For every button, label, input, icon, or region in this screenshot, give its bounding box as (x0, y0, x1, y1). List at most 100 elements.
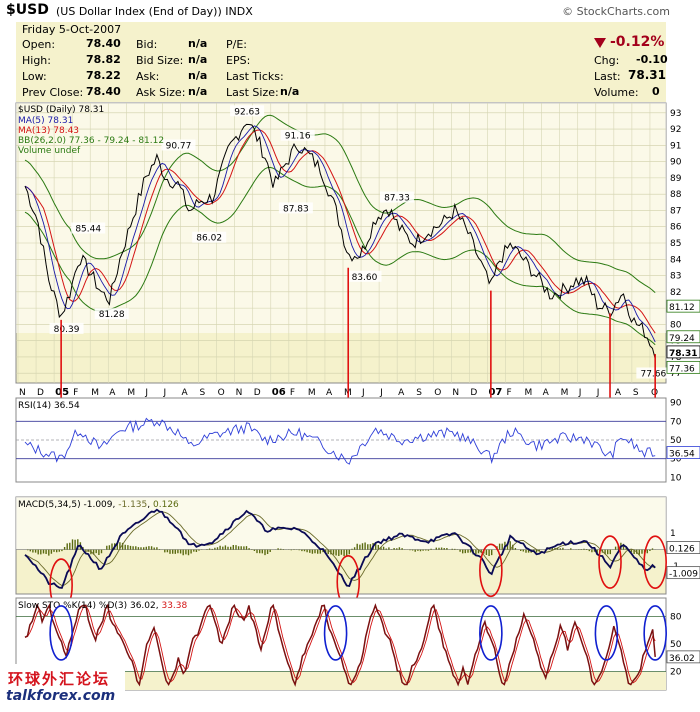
price-annotation: 90.77 (166, 141, 192, 151)
price-y-tick: 80 (670, 320, 682, 330)
x-month-label: S (633, 388, 639, 398)
x-month-label: O (218, 388, 225, 398)
price-annotation: 77.66 (640, 369, 666, 379)
price-y-tick: 82 (670, 288, 681, 298)
x-month-label: J (361, 388, 365, 398)
price-annotation: 91.16 (285, 132, 311, 142)
ask-size-value: n/a (188, 85, 208, 98)
legend-ma5: MA(5) 78.31 (18, 116, 73, 126)
open-value: 78.40 (86, 37, 121, 50)
price-y-tick: 87 (670, 206, 681, 216)
sto-legend: Slow STO %K(14) %D(3) 36.02, 33.38 (18, 601, 188, 611)
x-month-label: 05 (55, 387, 69, 398)
legend-volume: Volume undef (18, 146, 81, 156)
sto-y-tick: 50 (670, 640, 682, 650)
macd-tag: 0.126 (669, 545, 695, 555)
price-y-tick: 90 (670, 158, 682, 168)
ask-value: n/a (188, 69, 208, 82)
last-ticks-label: Last Ticks: (226, 70, 284, 83)
brand-link[interactable]: © StockCharts.com (562, 5, 670, 18)
price-y-tick: 93 (670, 109, 681, 119)
watermark-line2: talkforex.com (6, 688, 116, 704)
rsi-panel: 90 70 50 30 10 RSI(14) 36.54 36.54 (15, 397, 700, 483)
price-annotation: 85.44 (75, 224, 101, 234)
last-size-label: Last Size: (226, 86, 279, 99)
sto-d-line (24, 605, 656, 685)
pe-label: P/E: (226, 38, 247, 51)
low-value: 78.22 (86, 69, 121, 82)
price-annotation: 87.83 (283, 204, 309, 214)
price-annotation: 80.39 (54, 325, 80, 335)
price-label-bg (230, 105, 265, 117)
macd-tag-box (666, 541, 700, 554)
x-month-label: D (37, 388, 44, 398)
price-panel: 9392919089888786858483828180797877ND05FM… (15, 102, 700, 465)
legend-bb: BB(26,2.0) 77.36 - 79.24 - 81.12 (18, 136, 164, 146)
ma5-line (24, 125, 656, 343)
price-label-bg (379, 191, 414, 203)
price-annotation: 86.02 (196, 234, 222, 244)
x-month-label: A (398, 388, 405, 398)
rsi-line (24, 417, 656, 465)
price-tag-box (666, 299, 700, 313)
price-line (24, 123, 656, 359)
x-month-label: M (525, 388, 533, 398)
ask-label: Ask: (136, 70, 160, 83)
macd-highlight-circle (479, 543, 503, 598)
x-month-label: J (379, 388, 383, 398)
price-tag-box (666, 330, 700, 344)
macd-upper-band (16, 497, 666, 550)
quote-panel: Friday 5-Oct-2007 Open: 78.40 High: 78.8… (16, 22, 668, 102)
volume-label: Volume: (594, 86, 639, 99)
legend-ma13: MA(13) 78.43 (18, 126, 79, 136)
pct-change: -0.12% (610, 34, 665, 50)
x-month-label: F (290, 388, 295, 398)
rsi-y-tick: 50 (670, 436, 682, 446)
sto-highlight-circle (643, 605, 667, 661)
x-month-label: A (326, 388, 333, 398)
price-tag-box (666, 360, 700, 374)
macd-highlight-circle (598, 535, 622, 589)
price-annotation: 83.60 (352, 273, 378, 283)
ask-size-label: Ask Size: (136, 86, 186, 99)
macd-legend-sep2: , (147, 500, 153, 510)
open-label: Open: (22, 38, 56, 51)
x-month-label: N (236, 388, 243, 398)
high-value: 78.82 (86, 53, 121, 66)
price-label-bg (49, 322, 84, 334)
price-label-bg (71, 222, 106, 234)
sto-legend-sep: , (156, 601, 162, 611)
price-y-tick: 77 (670, 369, 681, 379)
price-tag: 78.31 (669, 349, 697, 359)
last-size-value: n/a (280, 85, 300, 98)
bb-lower-line (24, 166, 656, 346)
x-month-label: J (144, 388, 148, 398)
bid-label: Bid: (136, 38, 158, 51)
price-y-tick: 85 (670, 239, 681, 249)
sto-k-line (24, 603, 656, 687)
x-month-label: O (434, 388, 441, 398)
price-label-bg (94, 308, 129, 320)
price-tag: 79.24 (669, 334, 695, 344)
price-y-tick: 86 (670, 223, 682, 233)
sto-highlight-circle (323, 605, 348, 661)
prev-close-label: Prev Close: (22, 86, 84, 99)
quote-date: Friday 5-Oct-2007 (22, 23, 122, 36)
legend-main: $USD (Daily) 78.31 (18, 105, 104, 115)
sto-y-tick: 20 (670, 668, 682, 678)
rsi-y-tick: 10 (670, 473, 682, 483)
bid-size-label: Bid Size: (136, 54, 184, 67)
price-annotation: 87.33 (384, 194, 410, 204)
price-label-bg (636, 367, 671, 379)
macd-tag: -1.009 (669, 570, 698, 580)
chg-value: -0.10 (636, 53, 668, 66)
price-label-bg (192, 231, 227, 243)
sto-panel: 80 50 20 Slow STO %K(14) %D(3) 36.02, 33.38… (15, 597, 700, 691)
rsi-y-tick: 90 (670, 399, 682, 409)
sto-lower-band (16, 671, 666, 690)
x-month-label: M (127, 388, 135, 398)
x-month-label: S (416, 388, 422, 398)
rsi-y-tick: 30 (670, 455, 682, 465)
watermark-line1: 环球外汇论坛 (8, 670, 111, 688)
